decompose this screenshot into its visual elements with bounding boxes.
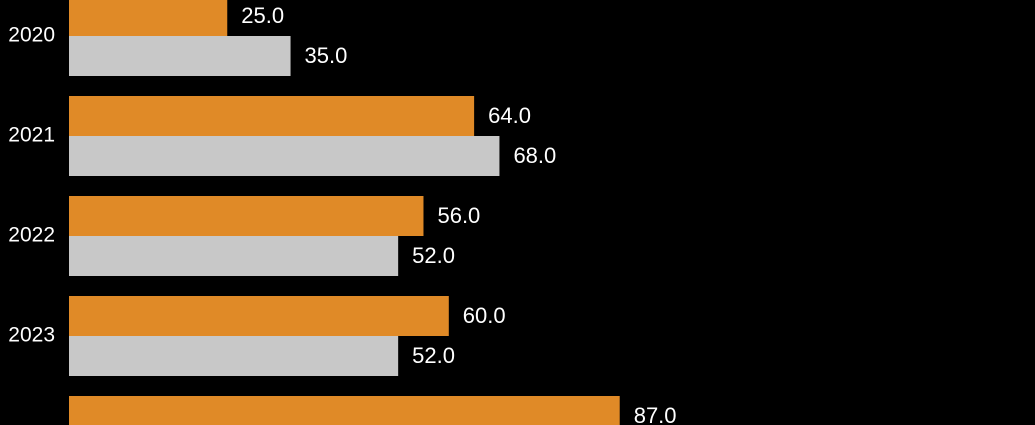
data-label: 52.0 bbox=[412, 243, 455, 268]
bar bbox=[69, 0, 228, 36]
data-label: 68.0 bbox=[513, 143, 556, 168]
bar bbox=[69, 296, 449, 336]
data-label: 56.0 bbox=[437, 203, 480, 228]
bar bbox=[69, 336, 399, 376]
bar bbox=[69, 196, 424, 236]
data-label: 64.0 bbox=[488, 103, 531, 128]
bar bbox=[69, 96, 475, 136]
data-label: 60.0 bbox=[463, 303, 506, 328]
data-label: 35.0 bbox=[305, 43, 348, 68]
data-label: 52.0 bbox=[412, 343, 455, 368]
bar bbox=[69, 236, 399, 276]
category-label: 2021 bbox=[8, 124, 55, 147]
data-label: 25.0 bbox=[241, 3, 284, 28]
category-label: 2022 bbox=[8, 224, 55, 247]
category-label: 2020 bbox=[8, 24, 55, 47]
data-label: 87.0 bbox=[634, 403, 677, 425]
bar bbox=[69, 136, 500, 176]
category-label: 2023 bbox=[8, 324, 55, 347]
bar bbox=[69, 396, 620, 425]
bar bbox=[69, 36, 291, 76]
